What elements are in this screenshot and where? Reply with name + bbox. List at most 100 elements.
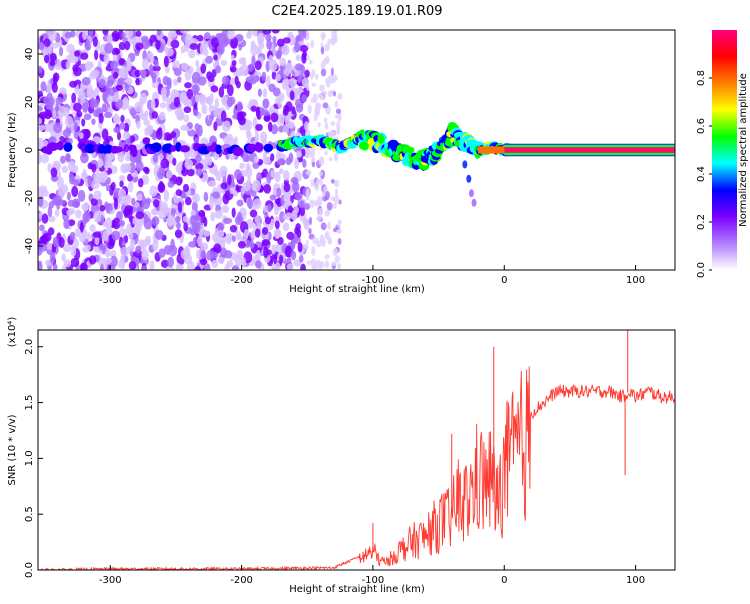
noise-speck — [135, 245, 142, 254]
ridge-blob — [215, 144, 222, 155]
noise-speck — [286, 231, 295, 240]
ridge-blob — [248, 143, 257, 153]
noise-speck — [111, 30, 120, 42]
noise-speck — [54, 208, 60, 217]
noise-speck — [94, 49, 99, 61]
noise-speck — [310, 178, 315, 188]
noise-speck — [261, 239, 271, 246]
noise-speck — [217, 222, 225, 232]
noise-speck — [297, 74, 303, 84]
noise-speck — [331, 36, 336, 46]
noise-speck — [279, 168, 284, 175]
noise-speck — [295, 223, 301, 231]
noise-speck — [102, 171, 108, 181]
noise-speck — [38, 123, 45, 132]
noise-speck — [150, 98, 156, 110]
noise-speck — [282, 108, 289, 116]
noise-speck — [265, 33, 272, 42]
noise-speck — [214, 97, 219, 110]
noise-speck — [163, 189, 170, 202]
noise-speck — [254, 228, 261, 238]
noise-speck — [173, 191, 178, 204]
noise-speck — [179, 93, 185, 104]
noise-speck — [105, 217, 113, 229]
spectrogram-y-tick-label: 40 — [24, 48, 35, 61]
noise-speck — [77, 90, 86, 100]
noise-speck — [324, 122, 329, 130]
noise-speck — [284, 78, 290, 90]
noise-speck — [61, 165, 69, 173]
noise-speck — [334, 100, 339, 108]
noise-speck — [300, 263, 306, 270]
noise-speck — [249, 241, 255, 249]
noise-speck — [274, 229, 281, 239]
noise-speck — [271, 244, 276, 255]
noise-speck — [165, 65, 170, 74]
noise-speck — [110, 263, 116, 270]
noise-speck — [82, 211, 91, 223]
noise-speck — [271, 30, 280, 34]
noise-speck — [88, 255, 97, 265]
noise-speck — [82, 168, 87, 179]
noise-speck — [151, 216, 160, 226]
noise-speck — [294, 191, 303, 201]
noise-speck — [81, 118, 86, 127]
noise-speck — [203, 217, 208, 227]
noise-speck — [103, 257, 113, 265]
noise-speck — [307, 149, 312, 158]
noise-speck — [135, 30, 142, 37]
noise-speck — [163, 244, 173, 255]
noise-speck — [266, 38, 272, 50]
noise-speck — [195, 59, 200, 68]
noise-speck — [321, 191, 326, 198]
noise-speck — [49, 59, 55, 67]
noise-speck — [141, 35, 149, 42]
noise-speck — [112, 71, 119, 79]
noise-speck — [135, 42, 144, 51]
noise-speck — [207, 75, 215, 83]
spectrogram-y-tick-label: -20 — [24, 190, 35, 206]
noise-speck — [303, 220, 310, 231]
noise-speck — [205, 263, 211, 270]
noise-speck — [305, 188, 311, 198]
noise-speck — [335, 108, 342, 115]
noise-speck — [263, 246, 269, 259]
noise-speck — [39, 224, 45, 232]
noise-speck — [301, 94, 308, 103]
noise-speck — [155, 39, 161, 50]
noise-speck — [49, 252, 56, 264]
noise-speck — [84, 38, 91, 50]
noise-speck — [89, 224, 96, 233]
noise-speck — [91, 118, 96, 125]
noise-speck — [311, 82, 317, 87]
noise-speck — [175, 176, 183, 186]
noise-speck — [209, 197, 214, 210]
noise-speck — [38, 185, 48, 193]
noise-speck — [336, 228, 342, 234]
noise-speck — [213, 168, 219, 177]
noise-speck — [66, 191, 72, 201]
noise-speck — [248, 30, 253, 37]
noise-speck — [151, 111, 159, 119]
noise-speck — [307, 104, 312, 114]
noise-speck — [279, 254, 284, 264]
noise-speck — [267, 121, 273, 132]
noise-speck — [152, 65, 161, 72]
noise-speck — [268, 59, 278, 71]
noise-speck — [121, 32, 126, 39]
noise-speck — [189, 215, 199, 226]
snr-x-tick-label: -300 — [99, 575, 122, 586]
noise-speck — [262, 30, 272, 35]
noise-speck — [101, 128, 109, 141]
noise-speck — [308, 59, 313, 65]
noise-speck — [251, 55, 256, 67]
noise-speck — [194, 266, 201, 270]
noise-speck — [337, 262, 341, 270]
noise-speck — [93, 210, 102, 223]
noise-speck — [117, 151, 125, 163]
noise-speck — [48, 30, 57, 42]
noise-speck — [104, 42, 114, 54]
noise-speck — [324, 43, 330, 52]
noise-speck — [73, 66, 82, 77]
